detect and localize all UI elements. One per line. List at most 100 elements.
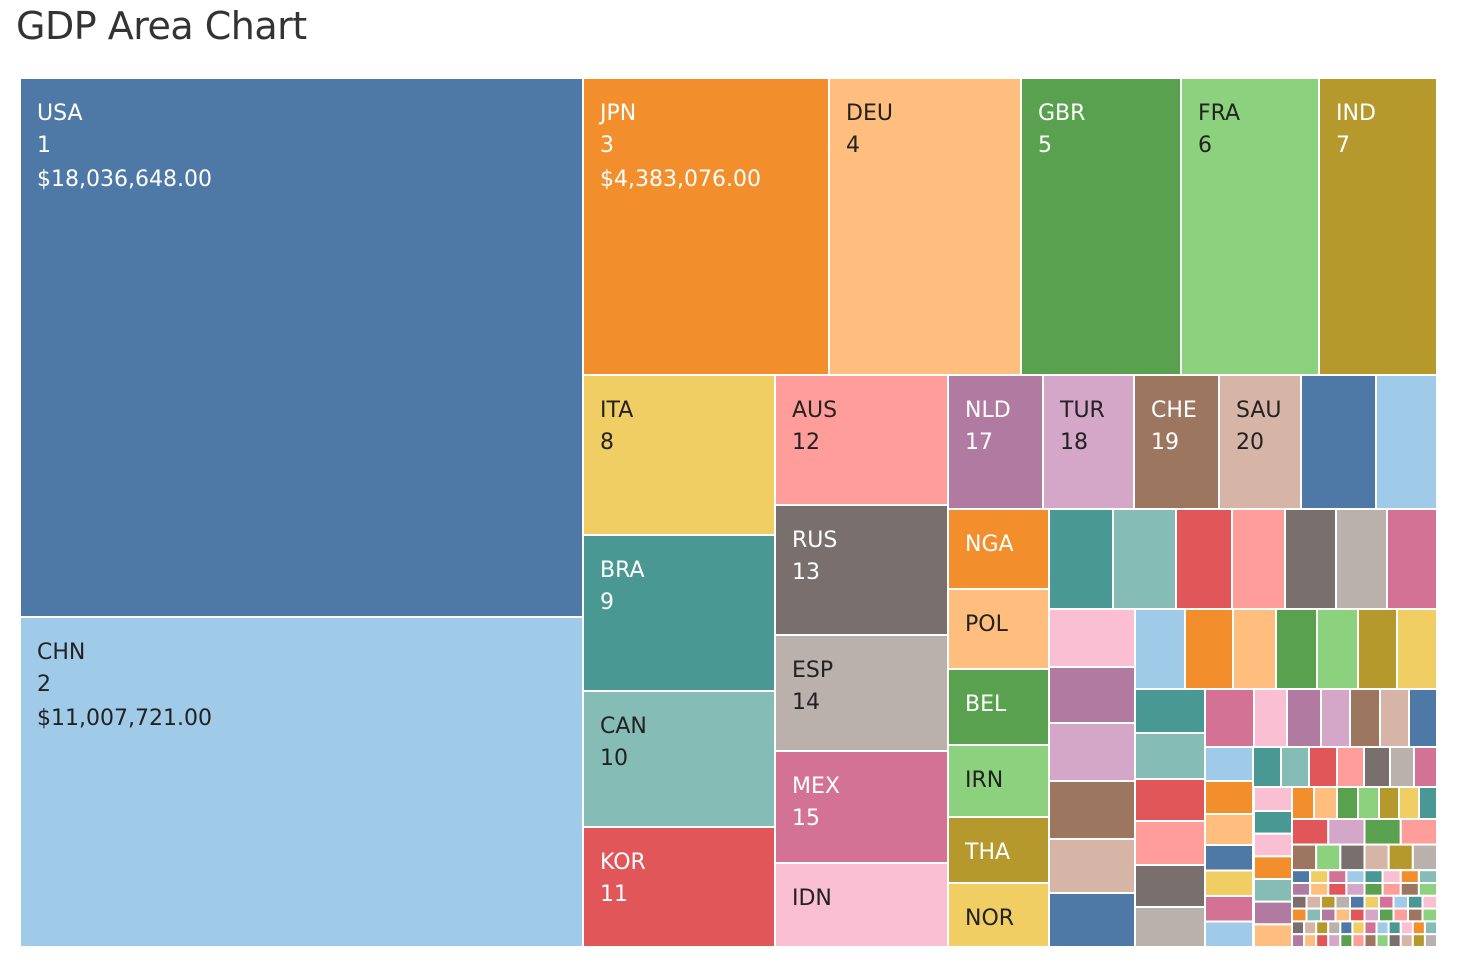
treemap-tile-nor[interactable]: [947, 882, 1050, 948]
treemap-tile-unlabeled[interactable]: [1386, 508, 1438, 610]
treemap-tile-unlabeled[interactable]: [1336, 786, 1359, 820]
treemap-tile-small[interactable]: [1423, 920, 1438, 936]
treemap-tile-small[interactable]: [1407, 894, 1424, 910]
treemap-tile-small[interactable]: [1309, 869, 1330, 885]
treemap-tile-unlabeled[interactable]: [1048, 722, 1136, 782]
treemap-tile-small[interactable]: [1417, 869, 1438, 885]
treemap-tile-small[interactable]: [1381, 882, 1402, 897]
treemap-tile-small[interactable]: [1334, 907, 1351, 923]
treemap-tile-unlabeled[interactable]: [1204, 688, 1255, 748]
treemap-tile-unlabeled[interactable]: [1231, 508, 1286, 610]
treemap-tile-small[interactable]: [1327, 882, 1348, 897]
treemap-tile-unlabeled[interactable]: [1408, 688, 1438, 748]
treemap-tile-small[interactable]: [1399, 933, 1414, 949]
treemap-tile-small[interactable]: [1291, 818, 1330, 846]
treemap-tile-unlabeled[interactable]: [1308, 746, 1338, 788]
treemap-tile-small[interactable]: [1204, 844, 1254, 872]
treemap-tile-small[interactable]: [1363, 818, 1402, 846]
treemap-tile-small[interactable]: [1349, 907, 1366, 923]
treemap-tile-small[interactable]: [1320, 907, 1337, 923]
treemap-tile-unlabeled[interactable]: [1252, 746, 1282, 788]
treemap-tile-small[interactable]: [1339, 843, 1366, 872]
treemap-tile-unlabeled[interactable]: [1134, 906, 1206, 948]
treemap-tile-unlabeled[interactable]: [1418, 786, 1438, 820]
treemap-tile-tur[interactable]: [1042, 374, 1135, 510]
treemap-tile-small[interactable]: [1291, 882, 1312, 897]
treemap-tile-pol[interactable]: [947, 588, 1050, 670]
treemap-tile-nld[interactable]: [947, 374, 1044, 510]
treemap-tile-unlabeled[interactable]: [1253, 786, 1293, 812]
treemap-tile-small[interactable]: [1392, 894, 1409, 910]
treemap-tile-small[interactable]: [1375, 933, 1390, 949]
treemap-tile-unlabeled[interactable]: [1232, 608, 1277, 690]
treemap-tile-small[interactable]: [1303, 920, 1318, 936]
treemap-tile-small[interactable]: [1363, 894, 1380, 910]
treemap-tile-small[interactable]: [1363, 907, 1380, 923]
treemap-tile-unlabeled[interactable]: [1184, 608, 1234, 690]
treemap-tile-small[interactable]: [1291, 907, 1308, 923]
treemap-tile-unlabeled[interactable]: [1378, 786, 1400, 820]
treemap-tile-small[interactable]: [1399, 818, 1438, 846]
treemap-tile-small[interactable]: [1363, 933, 1378, 949]
treemap-tile-unlabeled[interactable]: [1300, 374, 1377, 510]
treemap-tile-small[interactable]: [1411, 843, 1439, 872]
treemap-tile-small[interactable]: [1327, 818, 1366, 846]
treemap-tile-small[interactable]: [1411, 933, 1426, 949]
treemap-tile-small[interactable]: [1204, 869, 1254, 897]
treemap-tile-small[interactable]: [1291, 869, 1312, 885]
treemap-tile-unlabeled[interactable]: [1048, 892, 1136, 948]
treemap-tile-irn[interactable]: [947, 744, 1050, 818]
treemap-tile-small[interactable]: [1339, 933, 1354, 949]
treemap-tile-small[interactable]: [1253, 900, 1293, 926]
treemap-tile-small[interactable]: [1253, 810, 1293, 835]
treemap-tile-small[interactable]: [1327, 933, 1342, 949]
treemap-tile-unlabeled[interactable]: [1336, 746, 1365, 788]
treemap-tile-bel[interactable]: [947, 668, 1050, 746]
treemap-tile-small[interactable]: [1305, 907, 1322, 923]
treemap-tile-small[interactable]: [1349, 894, 1366, 910]
treemap-tile-small[interactable]: [1204, 895, 1254, 923]
treemap-tile-small[interactable]: [1378, 894, 1395, 910]
treemap-tile-unlabeled[interactable]: [1253, 688, 1288, 748]
treemap-tile-unlabeled[interactable]: [1413, 746, 1438, 788]
treemap-tile-jpn[interactable]: [582, 77, 830, 376]
treemap-tile-small[interactable]: [1363, 869, 1384, 885]
treemap-tile-small[interactable]: [1381, 869, 1402, 885]
treemap-tile-nga[interactable]: [947, 508, 1050, 590]
treemap-tile-small[interactable]: [1387, 933, 1402, 949]
treemap-tile-unlabeled[interactable]: [1134, 864, 1206, 908]
treemap-tile-small[interactable]: [1327, 920, 1342, 936]
treemap-tile-small[interactable]: [1315, 920, 1330, 936]
treemap-tile-idn[interactable]: [774, 862, 949, 948]
treemap-tile-unlabeled[interactable]: [1048, 508, 1114, 610]
treemap-tile-unlabeled[interactable]: [1204, 780, 1254, 815]
treemap-tile-unlabeled[interactable]: [1134, 820, 1206, 866]
treemap-tile-small[interactable]: [1204, 920, 1254, 948]
treemap-tile-small[interactable]: [1351, 933, 1366, 949]
treemap-tile-unlabeled[interactable]: [1048, 608, 1136, 668]
treemap-tile-unlabeled[interactable]: [1048, 666, 1136, 724]
treemap-tile-small[interactable]: [1291, 933, 1306, 949]
treemap-tile-unlabeled[interactable]: [1284, 508, 1337, 610]
treemap-tile-fra[interactable]: [1180, 77, 1320, 376]
treemap-tile-small[interactable]: [1387, 843, 1414, 872]
treemap-tile-unlabeled[interactable]: [1112, 508, 1177, 610]
treemap-tile-usa[interactable]: [19, 77, 584, 618]
treemap-tile-small[interactable]: [1327, 869, 1348, 885]
treemap-tile-small[interactable]: [1378, 907, 1395, 923]
treemap-tile-unlabeled[interactable]: [1313, 786, 1338, 820]
treemap-tile-unlabeled[interactable]: [1389, 746, 1415, 788]
treemap-tile-unlabeled[interactable]: [1357, 786, 1380, 820]
treemap-tile-chn[interactable]: [19, 616, 584, 948]
treemap-tile-small[interactable]: [1417, 882, 1438, 897]
treemap-tile-esp[interactable]: [774, 634, 949, 752]
treemap-tile-unlabeled[interactable]: [1335, 508, 1388, 610]
treemap-tile-small[interactable]: [1253, 832, 1293, 858]
treemap-tile-small[interactable]: [1303, 933, 1318, 949]
treemap-tile-unlabeled[interactable]: [1048, 780, 1136, 840]
treemap-tile-small[interactable]: [1363, 920, 1378, 936]
treemap-tile-bra[interactable]: [582, 534, 776, 692]
treemap-tile-unlabeled[interactable]: [1396, 608, 1438, 690]
treemap-tile-small[interactable]: [1291, 843, 1318, 872]
treemap-tile-small[interactable]: [1399, 869, 1420, 885]
